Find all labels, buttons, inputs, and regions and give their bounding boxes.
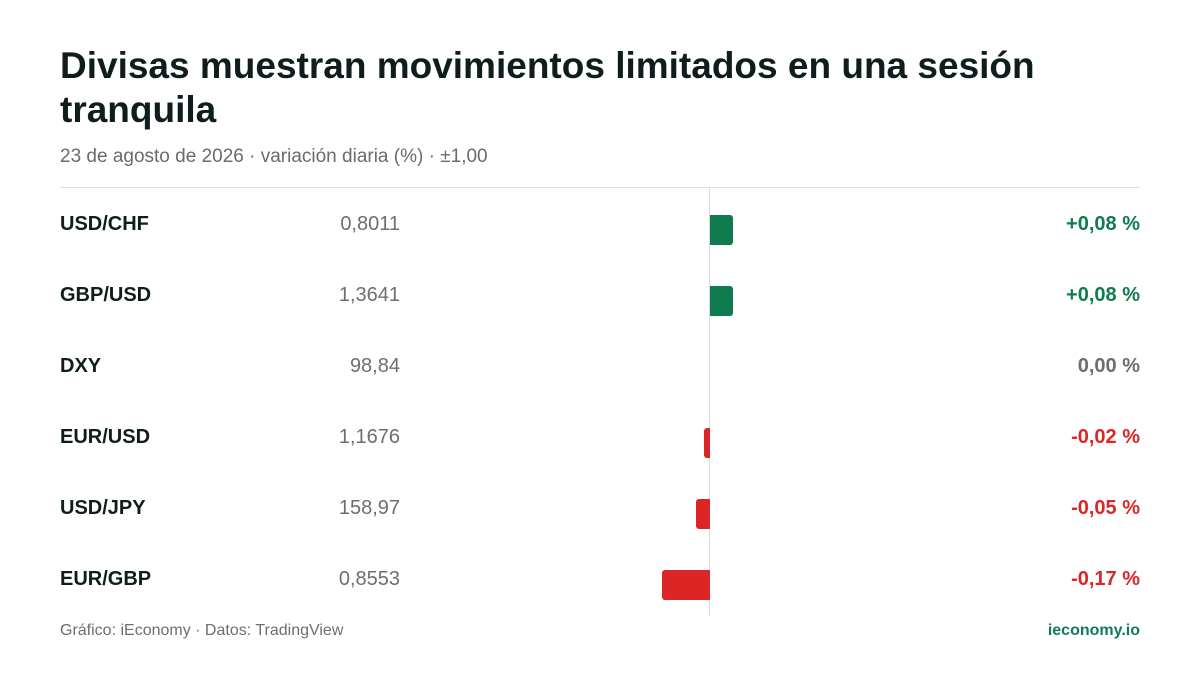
change-value-label: 0,00 % — [1077, 355, 1140, 377]
change-bar — [710, 215, 733, 245]
change-value-label: -0,17 % — [1071, 568, 1140, 590]
change-value-label: +0,08 % — [1066, 284, 1140, 306]
currency-pair-label: DXY — [60, 355, 102, 377]
currency-pair-label: USD/CHF — [60, 213, 149, 235]
chart-row: USD/CHF 0,8011 +0,08 % — [60, 191, 1140, 262]
chart-title: Divisas muestran movimientos limitados e… — [60, 45, 1035, 130]
change-value-label: -0,02 % — [1071, 426, 1140, 448]
chart-row: GBP/USD 1,3641 +0,08 % — [60, 262, 1140, 333]
price-value: 0,8011 — [340, 213, 400, 235]
price-value: 158,97 — [338, 497, 400, 519]
price-value: 1,1676 — [338, 426, 400, 448]
price-value: 1,3641 — [338, 284, 400, 306]
currency-pair-label: USD/JPY — [60, 497, 146, 519]
source-credit: Gráfico: iEconomy · Datos: TradingView — [60, 622, 344, 639]
chart-row: EUR/USD 1,1676 -0,02 % — [60, 404, 1140, 475]
currency-pair-label: GBP/USD — [60, 284, 152, 306]
chart-row: USD/JPY 158,97 -0,05 % — [60, 475, 1140, 546]
brand-link[interactable]: ieconomy.io — [1047, 622, 1140, 639]
price-value: 98,84 — [349, 355, 400, 377]
price-value: 0,8553 — [338, 568, 400, 590]
chart-row: DXY 98,84 0,00 % — [60, 333, 1140, 404]
change-bar — [695, 499, 710, 529]
currency-pair-label: EUR/GBP — [60, 568, 152, 590]
change-bar — [662, 570, 710, 600]
change-value-label: -0,05 % — [1071, 497, 1140, 519]
top-divider — [60, 187, 1140, 188]
chart-subtitle: 23 de agosto de 2026 · variación diaria … — [60, 146, 488, 167]
change-bar — [710, 286, 733, 316]
change-value-label: +0,08 % — [1066, 213, 1140, 235]
chart-row: EUR/GBP 0,8553 -0,17 % — [60, 546, 1140, 617]
zero-axis-line — [709, 188, 710, 616]
currency-pair-label: EUR/USD — [60, 426, 151, 448]
change-bar — [704, 428, 710, 458]
